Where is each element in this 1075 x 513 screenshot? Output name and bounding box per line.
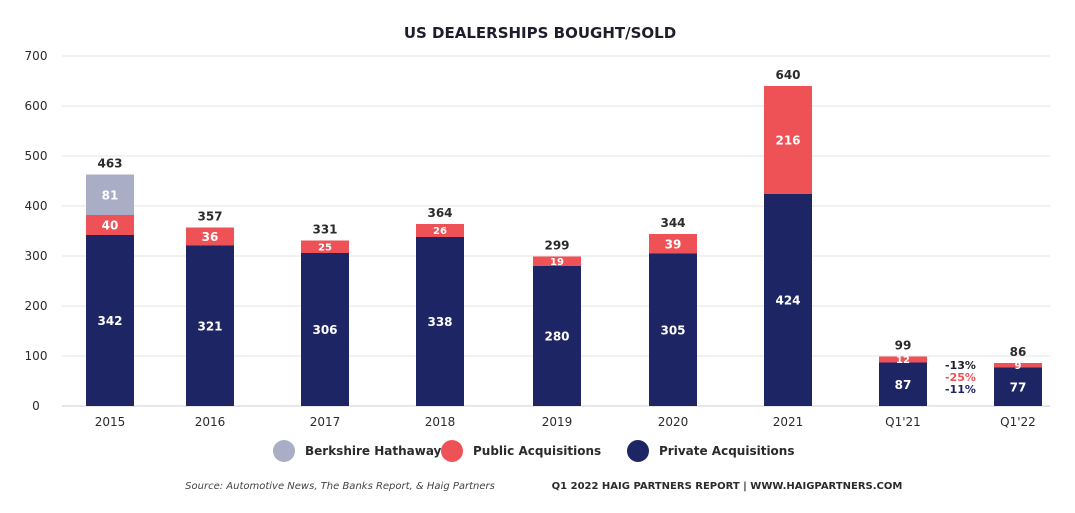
bar-stack: 342 40 81 463	[86, 157, 134, 406]
segment-value-label: 26	[433, 226, 447, 237]
y-tick-label: 500	[25, 149, 48, 163]
total-label: 331	[312, 223, 337, 237]
segment-value-label: 77	[1010, 380, 1027, 394]
bar-stack: 280 19 299	[533, 239, 581, 406]
legend-label: Private Acquisitions	[659, 444, 794, 458]
report-credit: Q1 2022 HAIG PARTNERS REPORT | WWW.HAIGP…	[552, 481, 903, 492]
segment-value-label: 25	[318, 242, 332, 253]
y-tick-label: 300	[25, 249, 48, 263]
bar-segment	[301, 240, 349, 253]
segment-value-label: 280	[544, 330, 569, 344]
total-label: 640	[775, 68, 800, 82]
bar-segment	[879, 362, 927, 406]
change-annotation: -25%	[945, 371, 976, 384]
segment-value-label: 81	[102, 188, 119, 202]
x-axis: 2015 2016 2017 2018 2019 2020 2021 Q1'21 Q1'22	[95, 415, 1036, 429]
segment-value-label: 19	[550, 257, 564, 268]
segment-value-label: 306	[312, 323, 337, 337]
bar-stack: 87 12 99	[879, 339, 927, 406]
bar-stack: 424 216 640	[764, 68, 812, 406]
segment-value-label: 39	[665, 237, 682, 251]
bar-segment	[764, 86, 812, 194]
source-note: Source: Automotive News, The Banks Repor…	[185, 481, 495, 492]
bar-segment	[416, 224, 464, 237]
x-tick-label: 2015	[95, 415, 126, 429]
segment-value-label: 338	[427, 315, 452, 329]
bar-segment	[649, 234, 697, 254]
y-tick-label: 400	[25, 199, 48, 213]
y-tick-label: 700	[25, 49, 48, 63]
bar-stack: 338 26 364	[416, 206, 464, 406]
total-label: 99	[895, 339, 912, 353]
change-annotation: -13%	[945, 359, 976, 372]
x-tick-label: 2016	[195, 415, 226, 429]
segment-value-label: 12	[896, 355, 910, 366]
segment-value-label: 9	[1015, 361, 1022, 372]
segment-value-label: 87	[895, 378, 912, 392]
bar-stack: 305 39 344	[649, 216, 697, 406]
legend-item: Public Acquisitions	[441, 440, 601, 462]
bar-segment	[301, 253, 349, 406]
total-label: 357	[197, 210, 222, 224]
x-tick-label: 2017	[310, 415, 341, 429]
x-tick-label: Q1'21	[885, 415, 921, 429]
bar-segment	[994, 363, 1042, 368]
legend-item: Berkshire Hathaway	[273, 440, 442, 462]
bar-segment	[86, 174, 134, 215]
legend-swatch	[273, 440, 295, 462]
segment-value-label: 216	[775, 134, 800, 148]
bar-segment	[879, 356, 927, 363]
bars: 3424081463321363573062533133826364280192…	[86, 68, 1042, 406]
total-label: 344	[660, 216, 685, 230]
bar-segment	[186, 245, 234, 406]
y-tick-label: 0	[32, 399, 40, 413]
total-label: 86	[1010, 345, 1027, 359]
change-annotations: -13%-25%-11%	[945, 359, 976, 396]
bar-segment	[533, 266, 581, 406]
legend-label: Public Acquisitions	[473, 444, 601, 458]
bar-segment	[764, 194, 812, 406]
segment-value-label: 321	[197, 319, 222, 333]
bar-stack: 306 25 331	[301, 223, 349, 406]
change-annotation: -11%	[945, 383, 976, 396]
bar-segment	[649, 253, 697, 406]
x-tick-label: 2018	[425, 415, 456, 429]
bar-stack: 77 9 86	[994, 345, 1042, 406]
total-label: 299	[544, 239, 569, 253]
bar-stack: 321 36 357	[186, 210, 234, 406]
bar-segment	[86, 215, 134, 235]
bar-segment	[416, 237, 464, 406]
y-tick-label: 100	[25, 349, 48, 363]
legend: Berkshire Hathaway Public Acquisitions Pri…	[273, 440, 794, 462]
x-tick-label: 2019	[542, 415, 573, 429]
bar-segment	[86, 235, 134, 406]
bar-segment	[533, 256, 581, 266]
legend-item: Private Acquisitions	[627, 440, 794, 462]
y-tick-label: 600	[25, 99, 48, 113]
total-label: 463	[97, 157, 122, 171]
legend-label: Berkshire Hathaway	[305, 444, 442, 458]
segment-value-label: 40	[102, 219, 119, 233]
x-tick-label: Q1'22	[1000, 415, 1036, 429]
segment-value-label: 305	[660, 323, 685, 337]
total-label: 364	[427, 206, 452, 220]
segment-value-label: 424	[775, 294, 800, 308]
legend-swatch	[441, 440, 463, 462]
segment-value-label: 342	[97, 314, 122, 328]
legend-swatch	[627, 440, 649, 462]
segment-value-label: 36	[202, 230, 219, 244]
bar-segment	[994, 367, 1042, 406]
y-tick-label: 200	[25, 299, 48, 313]
bar-segment	[186, 227, 234, 246]
x-tick-label: 2021	[773, 415, 804, 429]
chart-title: US DEALERSHIPS BOUGHT/SOLD	[404, 24, 676, 42]
y-axis: 0 100 200 300 400 500 600 700	[25, 49, 48, 413]
x-tick-label: 2020	[658, 415, 689, 429]
